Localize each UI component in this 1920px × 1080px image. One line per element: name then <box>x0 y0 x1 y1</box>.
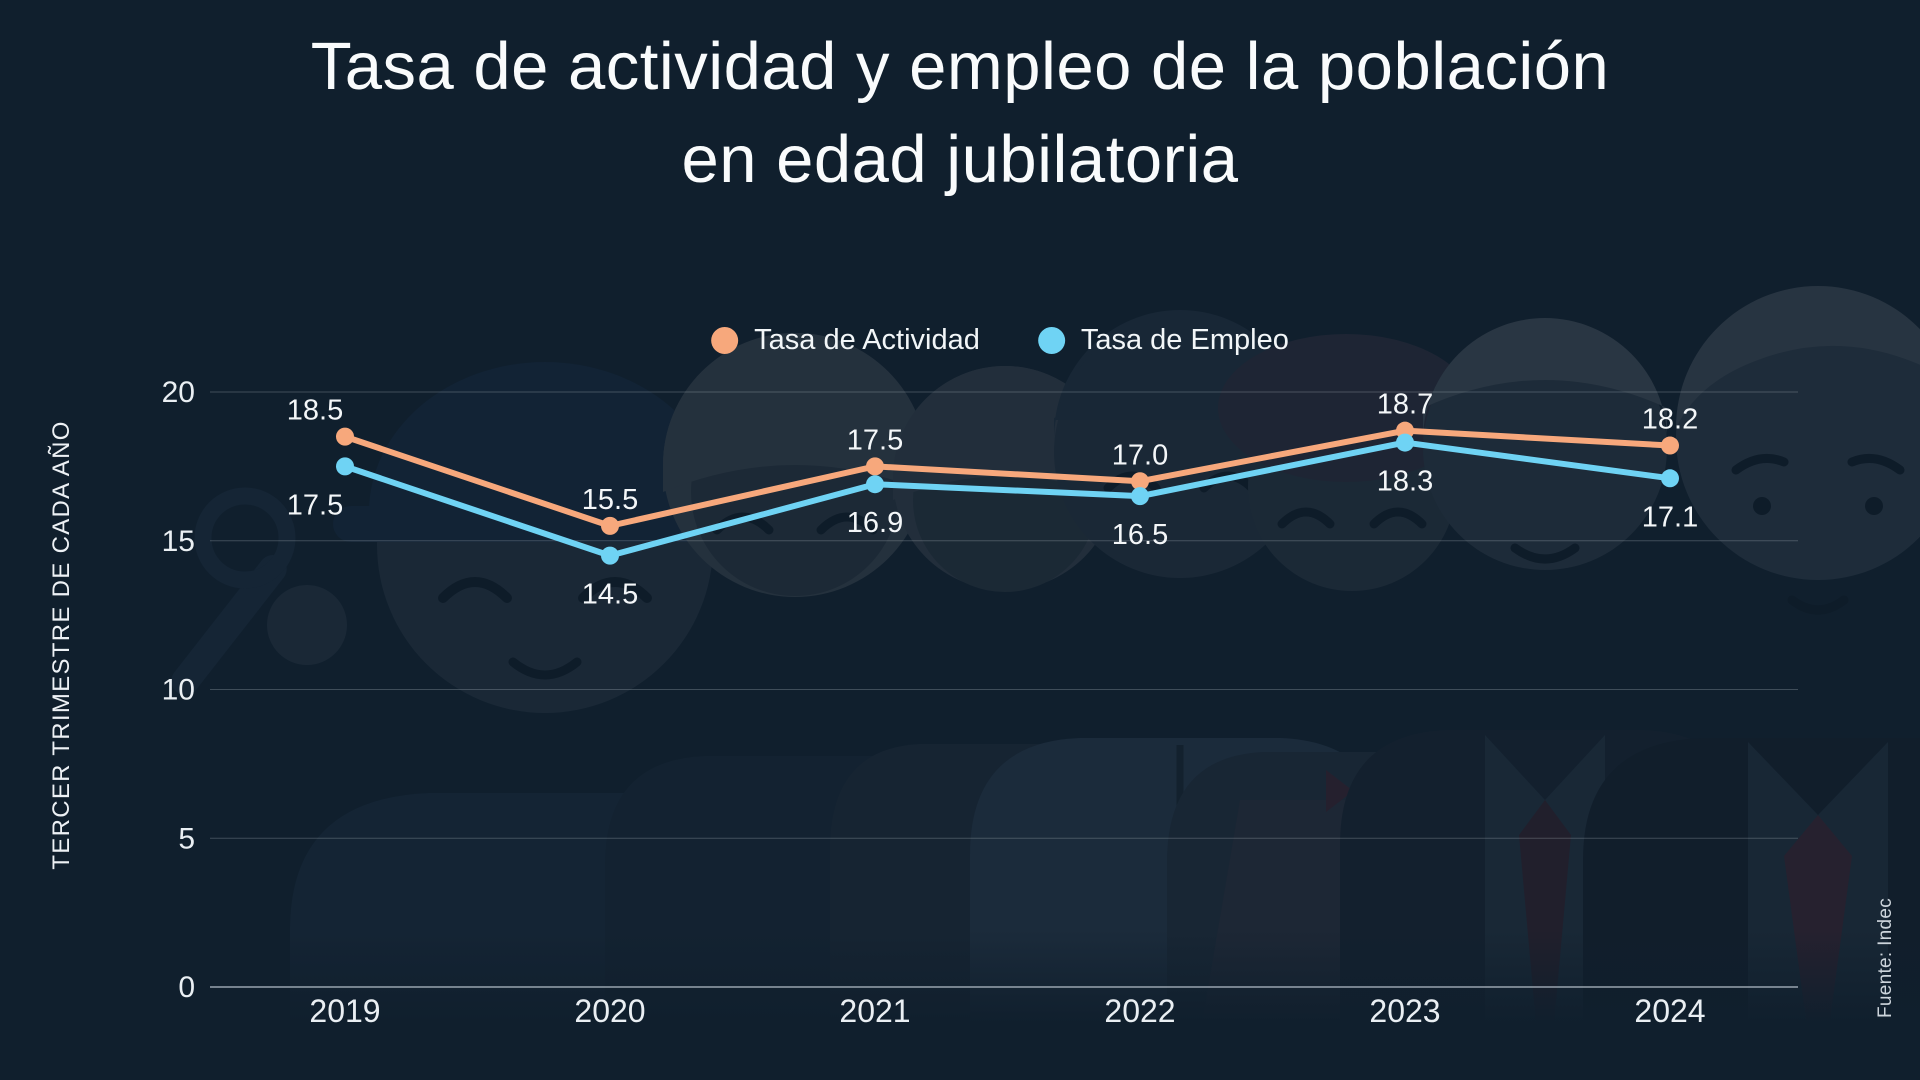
legend-color-dot <box>711 327 739 354</box>
data-label: 18.7 <box>1377 389 1433 421</box>
legend-item: Tasa de Actividad <box>711 324 980 357</box>
data-label: 14.5 <box>582 579 638 611</box>
series-line <box>342 439 1673 559</box>
data-label: 17.1 <box>1642 501 1698 533</box>
x-tick-label: 2019 <box>309 993 380 1029</box>
x-tick-label: 2024 <box>1634 993 1705 1029</box>
data-point <box>866 457 884 476</box>
y-tick-label: 0 <box>178 971 195 1004</box>
x-tick-label: 2021 <box>839 993 910 1029</box>
x-tick-label: 2022 <box>1104 993 1175 1029</box>
y-tick-label: 10 <box>162 674 195 707</box>
data-label: 18.2 <box>1642 404 1698 436</box>
legend-color-dot <box>1037 327 1065 354</box>
data-point <box>1396 433 1414 452</box>
legend-item-label: Tasa de Actividad <box>754 324 980 356</box>
data-label: 16.9 <box>847 507 903 539</box>
data-label: 18.5 <box>287 395 343 427</box>
title-line-1: Tasa de actividad y empleo de la poblaci… <box>310 29 1610 104</box>
y-tick-label: 20 <box>162 376 195 409</box>
y-tick-label: 15 <box>162 525 195 558</box>
data-point <box>1131 472 1149 491</box>
data-label: 17.0 <box>1112 439 1168 471</box>
x-tick-label: 2023 <box>1369 993 1440 1029</box>
data-label: 17.5 <box>847 424 903 456</box>
title-line-2: en edad jubilatoria <box>681 122 1239 197</box>
y-axis-title: TERCER TRIMESTRE DE CADA AÑO <box>48 420 75 870</box>
data-point <box>336 427 354 446</box>
data-label: 16.5 <box>1112 519 1168 551</box>
data-point <box>601 516 619 535</box>
y-tick-label: 5 <box>178 822 195 855</box>
page-title: Tasa de actividad y empleo de la poblaci… <box>0 20 1920 206</box>
legend-item: Tasa de Empleo <box>1037 324 1289 357</box>
data-point <box>866 475 884 494</box>
data-label: 18.3 <box>1377 466 1433 498</box>
data-point <box>336 457 354 476</box>
x-tick-label: 2020 <box>574 993 645 1029</box>
data-point <box>601 546 619 565</box>
data-label: 17.5 <box>287 489 343 521</box>
data-point <box>1661 469 1679 488</box>
chart-legend: Tasa de Actividad Tasa de Empleo <box>711 324 1289 357</box>
data-label: 15.5 <box>582 484 638 516</box>
series-line <box>342 427 1673 529</box>
source-credit: Fuente: Indec <box>1875 897 1896 1019</box>
data-point <box>1661 436 1679 455</box>
data-point <box>1131 487 1149 506</box>
legend-item-label: Tasa de Empleo <box>1080 324 1289 356</box>
